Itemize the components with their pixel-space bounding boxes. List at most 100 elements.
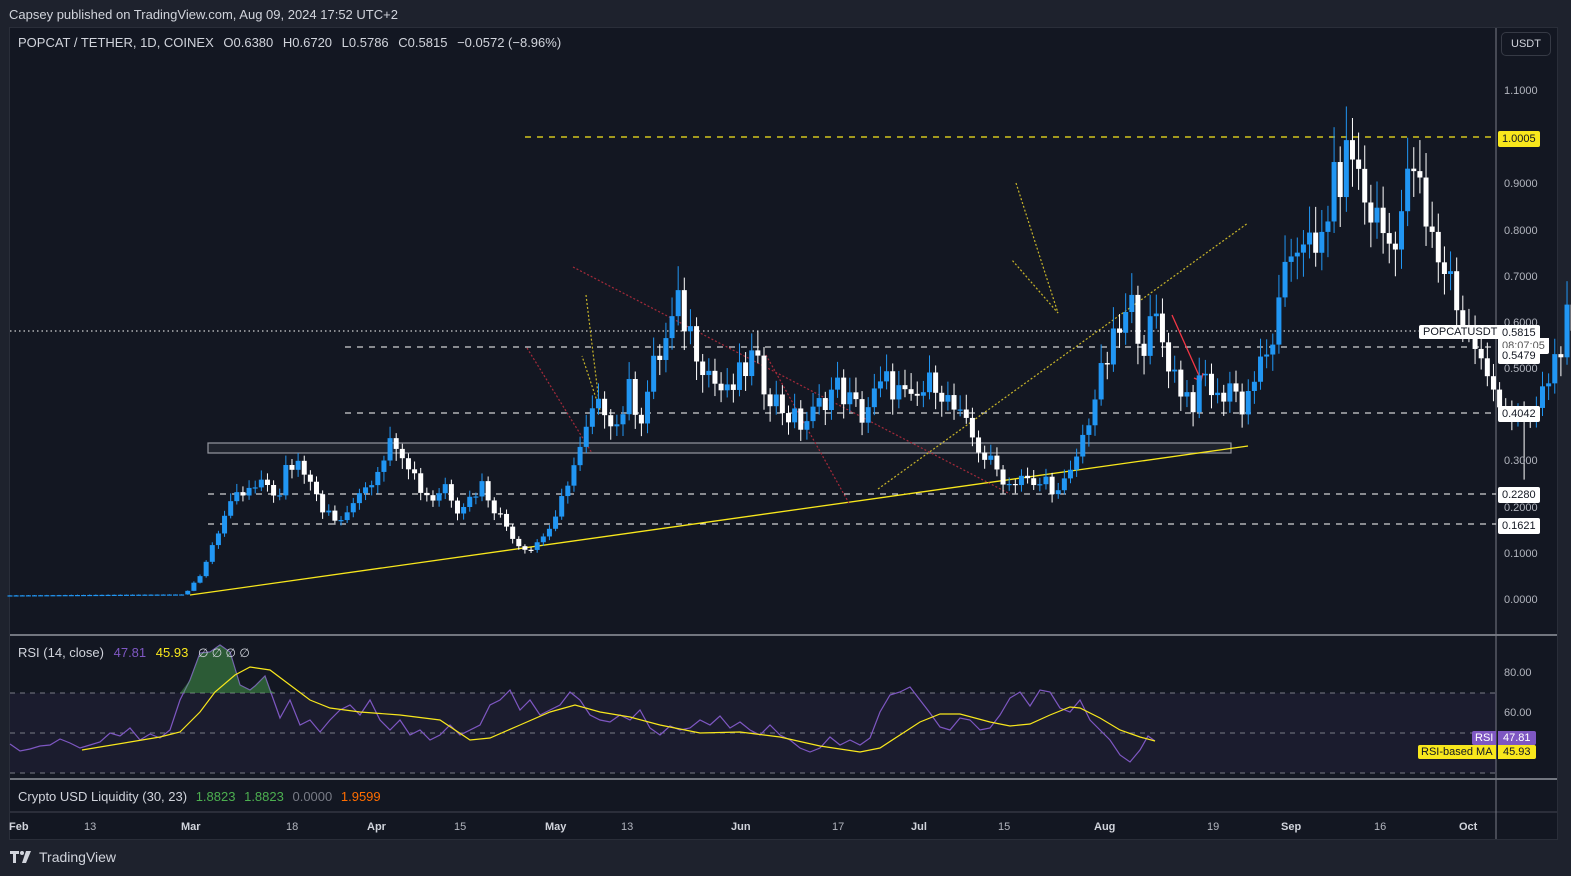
pattern-marker <box>581 294 601 411</box>
candle-body <box>1245 391 1251 415</box>
candle-body <box>32 595 38 597</box>
candle-body <box>749 350 755 377</box>
candle-body <box>1215 392 1221 396</box>
candle-body <box>571 465 577 486</box>
candle-body <box>877 381 883 389</box>
candle-body <box>963 409 969 418</box>
candle-body <box>773 394 779 407</box>
candle-body <box>491 500 497 514</box>
currency-button[interactable]: USDT <box>1501 32 1551 56</box>
candle-body <box>1067 469 1073 479</box>
candle-body <box>767 394 773 407</box>
candle-body <box>736 362 742 390</box>
time-axis-label: Aug <box>1094 821 1116 833</box>
candle-body <box>614 424 620 427</box>
candle-body <box>473 496 479 498</box>
rsi-title[interactable]: RSI (14, close) <box>18 645 104 660</box>
candle-body <box>264 479 270 486</box>
candle-body <box>1258 356 1264 382</box>
candle-body <box>927 372 932 393</box>
publisher-line: Capsey published on TradingView.com, Aug… <box>9 7 398 22</box>
candle-body <box>896 385 902 400</box>
candle-body <box>1239 391 1245 415</box>
time-axis-label: 15 <box>998 821 1011 833</box>
candle-body <box>369 485 375 488</box>
candle-body <box>1546 383 1552 387</box>
candle-body <box>448 484 454 501</box>
candle-body <box>908 389 914 394</box>
candle-body <box>350 503 356 513</box>
candle-body <box>442 484 448 494</box>
candle-body <box>307 474 313 482</box>
resistance-price-tag: 1.0005 <box>1498 131 1540 147</box>
candle-body <box>258 479 264 488</box>
candle-body <box>1325 221 1331 232</box>
candle-body <box>663 338 669 360</box>
candle-body <box>522 546 528 550</box>
candle-body <box>1061 478 1067 491</box>
candle-body <box>105 594 111 597</box>
rsi-ma-tag-value: 45.93 <box>1498 745 1536 759</box>
candle-body <box>939 392 945 402</box>
time-axis-label: Apr <box>367 821 386 833</box>
candle-body <box>479 481 485 497</box>
candle-body <box>142 594 148 596</box>
candle-body <box>1025 475 1031 479</box>
candle-body <box>565 485 571 497</box>
candle-body <box>197 576 203 583</box>
candle-body <box>675 290 681 317</box>
candle-body <box>271 485 277 496</box>
candle-body <box>645 391 651 424</box>
time-axis-label: May <box>545 821 567 833</box>
candle-body <box>1399 211 1405 250</box>
candle-body <box>13 595 19 597</box>
candle-body <box>1552 354 1558 384</box>
candle-body <box>283 464 289 496</box>
candle-body <box>890 371 896 400</box>
candle-body <box>1227 383 1233 402</box>
candle-body <box>1012 483 1018 486</box>
candle-body <box>240 492 246 496</box>
rsi-tick: 60.00 <box>1504 707 1532 719</box>
candle-body <box>534 542 540 550</box>
candle-body <box>1031 478 1037 486</box>
time-axis-label: Jul <box>911 821 927 833</box>
candle-body <box>620 414 626 425</box>
time-axis-label: Oct <box>1459 821 1478 833</box>
candle-body <box>589 408 595 427</box>
liquidity-v1: 1.8823 <box>195 789 236 804</box>
rsi-ma-line <box>81 666 1156 753</box>
candle-body <box>338 520 344 522</box>
candle-body <box>38 595 44 597</box>
candle-body <box>179 594 185 596</box>
candle-body <box>786 413 792 423</box>
candle-body <box>467 496 473 507</box>
candle-body <box>1153 313 1159 317</box>
overbought-fill <box>180 645 275 693</box>
candle-body <box>344 512 350 521</box>
candle-body <box>920 392 926 396</box>
tradingview-logo[interactable]: TradingView <box>10 849 116 865</box>
high-value: H0.6720 <box>282 35 333 50</box>
price-tick: 0.3000 <box>1504 455 1538 467</box>
candle-body <box>724 384 730 391</box>
candle-body <box>1117 328 1123 333</box>
liquidity-v4: 1.9599 <box>340 789 381 804</box>
candle-body <box>976 437 982 453</box>
level-tag: 0.5479 <box>1498 348 1540 364</box>
candle-body <box>356 493 362 504</box>
candle-body <box>209 545 215 562</box>
current-price-tag: 0.5815 <box>1498 325 1540 341</box>
candle-body <box>234 492 240 502</box>
candle-body <box>988 455 994 460</box>
candle-body <box>755 350 761 356</box>
symbol-title[interactable]: POPCAT / TETHER, 1D, COINEX <box>18 35 214 50</box>
candle-body <box>1196 375 1202 413</box>
chart-frame <box>9 27 1558 840</box>
candle-body <box>154 594 160 596</box>
rsi-ma-tag-label: RSI-based MA <box>1418 745 1496 759</box>
candle-body <box>1337 162 1343 198</box>
time-axis-label: Sep <box>1281 821 1302 833</box>
liquidity-title[interactable]: Crypto USD Liquidity (30, 23) <box>18 789 188 804</box>
